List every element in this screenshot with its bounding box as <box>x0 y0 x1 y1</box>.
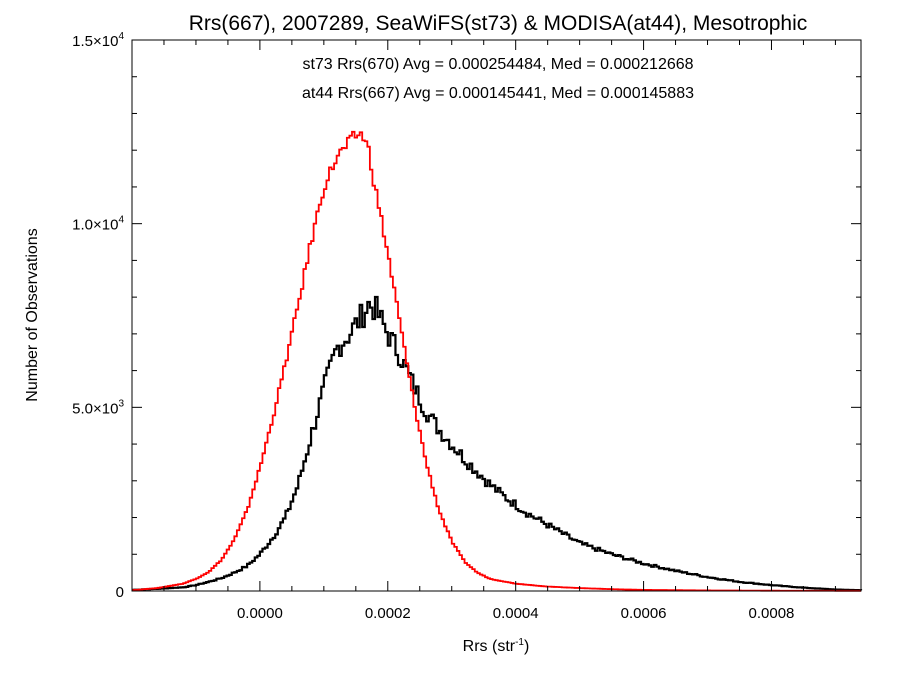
stats-st73: st73 Rrs(670) Avg = 0.000254484, Med = 0… <box>302 56 693 73</box>
y-tick-label: 5.0×103 <box>72 398 124 417</box>
x-tick-label: 0.0008 <box>749 605 795 622</box>
x-axis-label-main: Rrs (str <box>463 638 516 655</box>
y-tick-mantissa: 1.5×10 <box>72 33 118 50</box>
x-axis-label: Rrs (str-1) <box>463 637 530 655</box>
chart-title: Rrs(667), 2007289, SeaWiFS(st73) & MODIS… <box>189 12 808 35</box>
y-axis-label: Number of Observations <box>24 228 41 401</box>
plot-frame <box>131 39 862 592</box>
y-tick-mantissa: 0 <box>116 584 124 601</box>
y-tick-label: 1.0×104 <box>72 215 124 234</box>
y-tick-exponent: 4 <box>118 31 124 42</box>
y-tick-label: 1.5×104 <box>72 31 124 50</box>
stats-at44: at44 Rrs(667) Avg = 0.000145441, Med = 0… <box>302 85 694 102</box>
y-tick-mantissa: 1.0×10 <box>72 217 118 234</box>
x-axis-label-sup: -1 <box>515 637 524 648</box>
axis-ticks: 0.0000 0.0002 0.0004 0.0006 0.0008 0 5.0×103 1.… <box>72 31 861 622</box>
series-at44-step <box>132 130 861 592</box>
x-tick-label: 0.0000 <box>237 605 283 622</box>
y-tick-exponent: 3 <box>118 398 124 409</box>
y-tick-exponent: 4 <box>118 215 124 226</box>
series-st73-step <box>132 295 863 592</box>
x-tick-label: 0.0006 <box>621 605 667 622</box>
plot-series <box>132 130 863 592</box>
x-tick-label: 0.0004 <box>493 605 539 622</box>
y-tick-mantissa: 5.0×10 <box>72 400 118 417</box>
x-tick-label: 0.0002 <box>365 605 411 622</box>
y-tick-label: 0 <box>116 584 124 601</box>
x-axis-label-end: ) <box>524 638 529 655</box>
